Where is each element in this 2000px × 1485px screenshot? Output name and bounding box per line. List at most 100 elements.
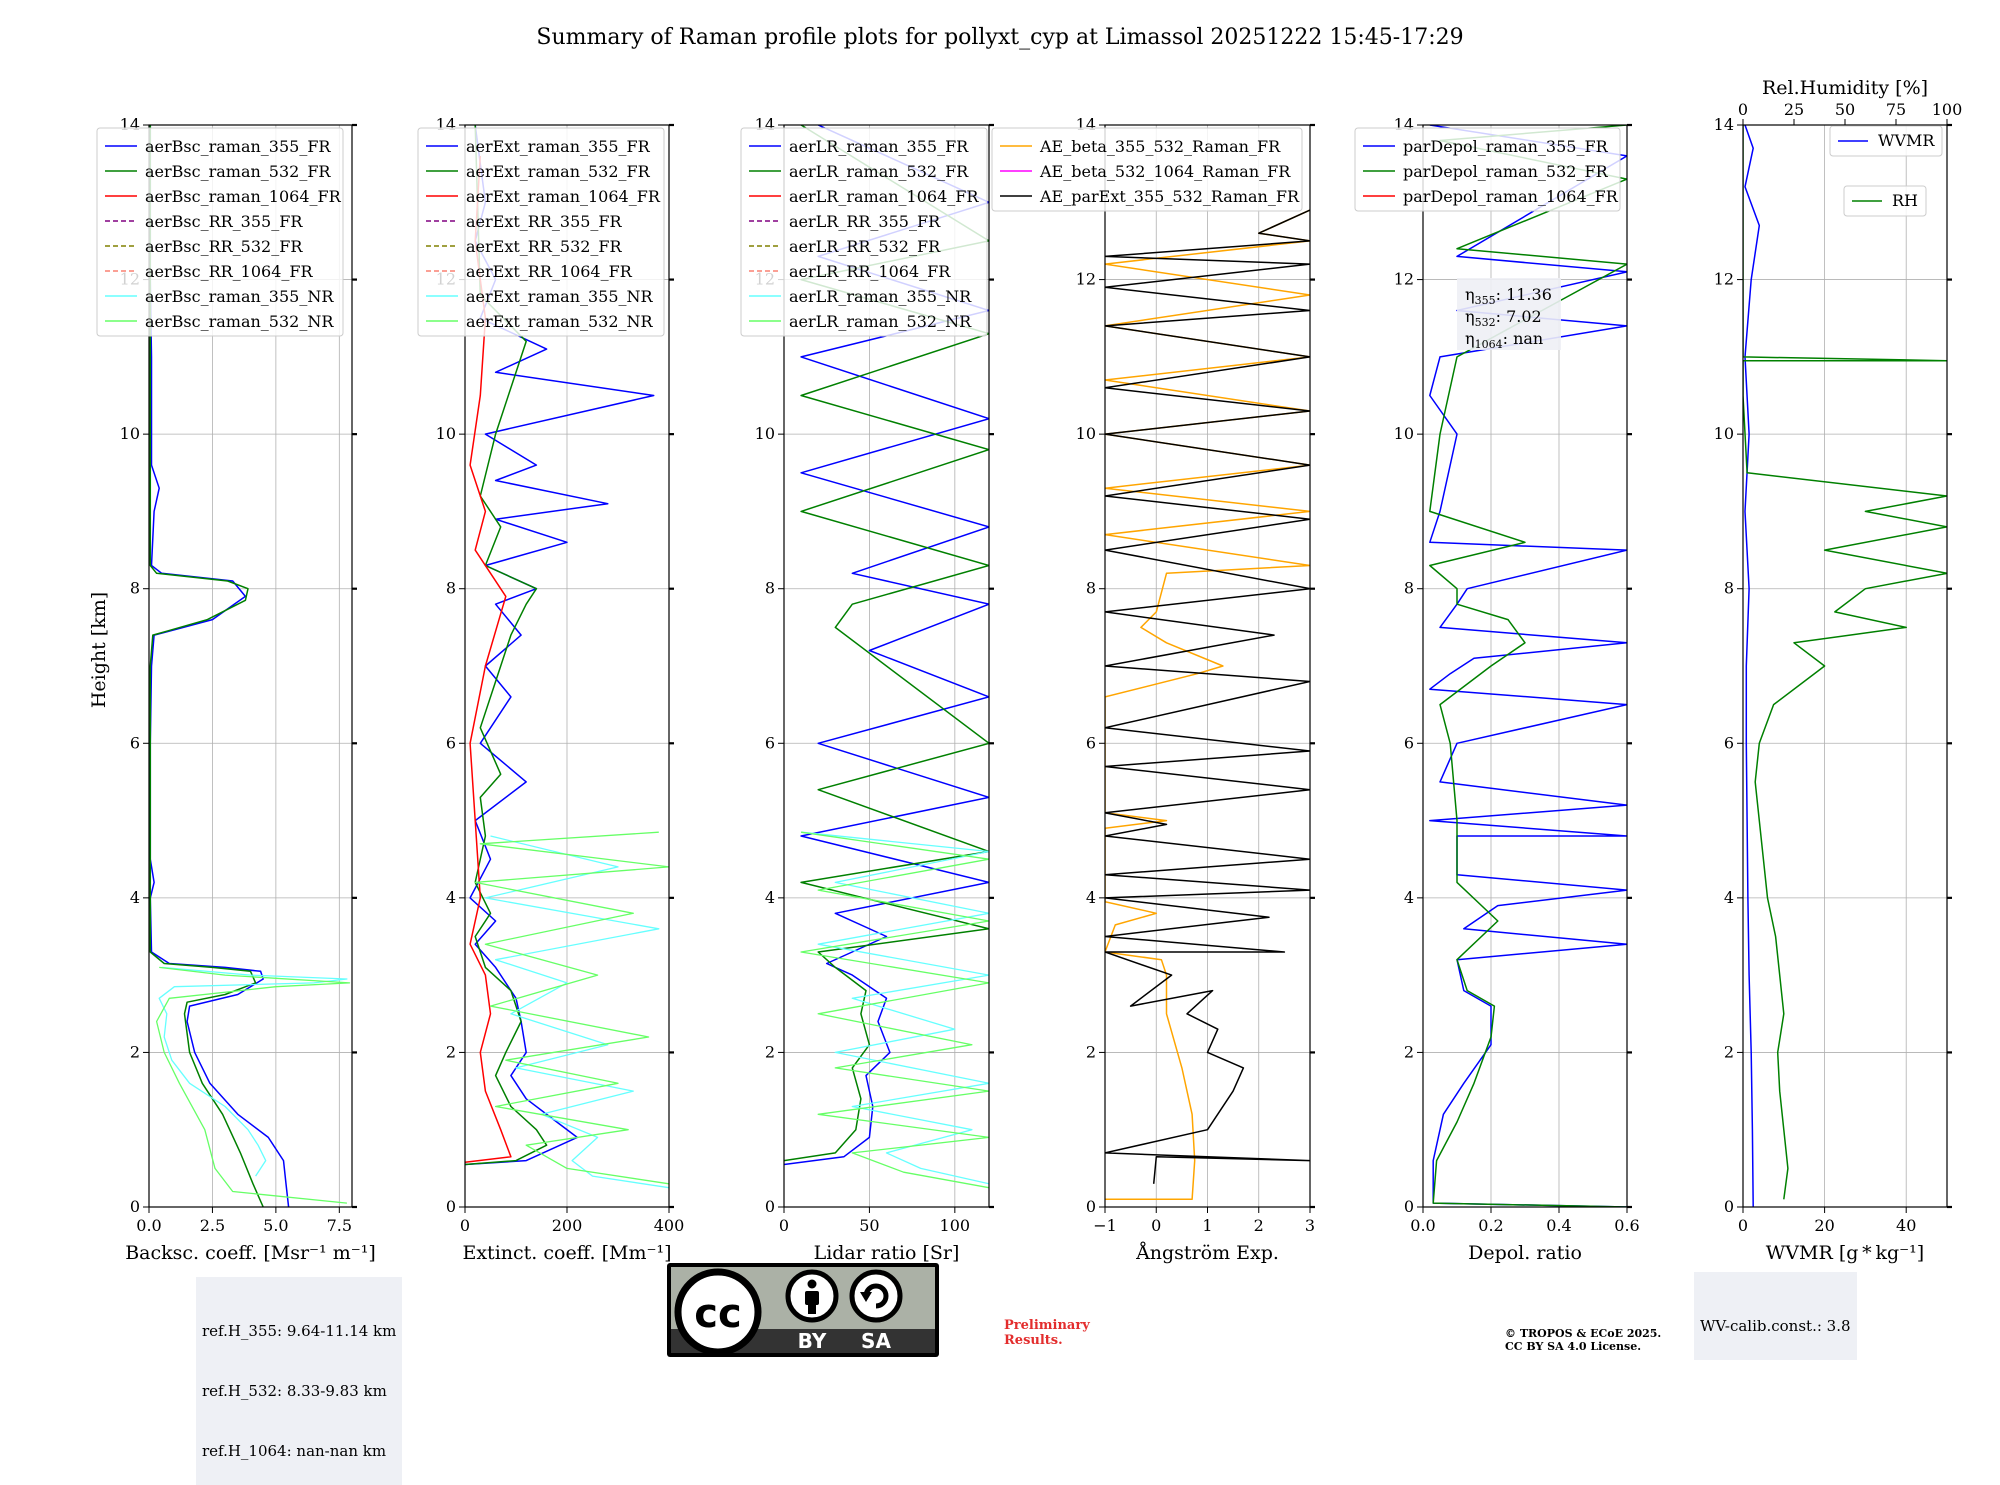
y-tick-label: 12 [1076, 270, 1096, 289]
legend-entry-label: aerBsc_raman_1064_FR [145, 187, 342, 206]
ref-height-532: ref.H_532: 8.33-9.83 km [202, 1382, 387, 1400]
series-line-aerLR_raman_532_NR [800, 831, 989, 1189]
y-tick-label: 8 [1404, 579, 1414, 598]
by-label: BY [798, 1329, 827, 1353]
legend-entry-label: aerBsc_raman_532_FR [145, 162, 331, 181]
copyright-note: © TROPOS & ECoE 2025. CC BY SA 4.0 Licen… [1505, 1327, 1661, 1353]
legend-entry-label: aerBsc_raman_355_FR [145, 137, 331, 156]
wv-calib-box: WV-calib.const.: 3.8 [1694, 1272, 1857, 1360]
panels: 0.02.55.07.502468101214Backsc. coeff. [M… [96, 77, 1962, 1264]
x-tick-label: 0.6 [1614, 1216, 1639, 1235]
x-axis-label: Extinct. coeff. [Mm⁻¹] [462, 1242, 671, 1264]
x-tick-label: 0.0 [1410, 1216, 1435, 1235]
legend-box [417, 127, 665, 337]
legend-box [1829, 125, 1943, 157]
legend: aerLR_raman_355_FR aerLR_raman_532_FR aerL… [740, 127, 988, 337]
legend-entry-label: AE_beta_532_1064_Raman_FR [1039, 162, 1291, 181]
legend-entry-label: aerBsc_RR_1064_FR [145, 262, 314, 281]
x-tick-label: 2.5 [200, 1216, 225, 1235]
x-tick-label: 0 [1738, 1216, 1748, 1235]
x-tick-label: 2 [1254, 1216, 1264, 1235]
legend-entry-label: aerBsc_raman_532_NR [145, 312, 334, 331]
x-tick-label: 100 [940, 1216, 971, 1235]
legend-entry-label: aerBsc_raman_355_NR [145, 287, 334, 306]
legend-entry-label: parDepol_raman_532_FR [1403, 162, 1609, 181]
series-line-aerExt_raman_532_NR [474, 831, 669, 1185]
series-group [1743, 125, 1947, 1207]
y-tick-label: 6 [1404, 733, 1414, 752]
y-tick-label: 12 [1394, 270, 1414, 289]
eta-value: η355: 11.36 [1465, 285, 1552, 307]
y-tick-label: 10 [755, 424, 775, 443]
legend-entry-label: parDepol_raman_1064_FR [1403, 187, 1619, 206]
legend-entry-label: AE_beta_355_532_Raman_FR [1039, 137, 1281, 156]
y-tick-label: 10 [436, 424, 456, 443]
legend-entry-label: aerExt_raman_1064_FR [466, 187, 661, 206]
y-tick-label: 10 [1394, 424, 1414, 443]
y-tick-label: 4 [130, 888, 140, 907]
legend-entry-label: aerLR_raman_1064_FR [789, 187, 979, 206]
figure-canvas: Summary of Raman profile plots for polly… [88, 25, 1962, 1264]
y-tick-label: 12 [1714, 270, 1734, 289]
top-x-tick-label: 50 [1835, 100, 1855, 119]
legend-entry-label: aerExt_raman_532_FR [466, 162, 651, 181]
x-tick-label: −1 [1093, 1216, 1117, 1235]
legend: parDepol_raman_355_FR parDepol_raman_532_… [1354, 127, 1621, 212]
panel-lidar-ratio: 05010002468101214Lidar ratio [Sr]aerLR_r… [740, 115, 994, 1264]
panel-extinction: 020040002468101214Extinct. coeff. [Mm⁻¹]… [417, 115, 684, 1264]
axes-frame [1422, 124, 1628, 1208]
x-tick-label: 200 [552, 1216, 583, 1235]
y-tick-label: 6 [1724, 733, 1734, 752]
legend-entry-label: RH [1892, 191, 1918, 210]
y-tick-label: 4 [1724, 888, 1734, 907]
person-head [807, 1279, 817, 1289]
series-line-aerBsc_raman_355_NR [158, 966, 348, 1177]
series-group [149, 125, 351, 1207]
series-line-RH [1743, 125, 1947, 1200]
figure-title: Summary of Raman profile plots for polly… [536, 25, 1463, 50]
copyright-line-1: © TROPOS & ECoE 2025. [1505, 1327, 1662, 1340]
series-line-aerBsc_raman_355_FR [149, 125, 290, 1207]
eta-box [1457, 278, 1561, 350]
legend-entry-label: aerLR_RR_532_FR [789, 237, 941, 256]
legend: AE_beta_355_532_Raman_FR AE_beta_532_1064… [991, 127, 1303, 212]
series-line-aerLR_raman_355_NR [801, 831, 989, 1185]
x-tick-label: 0.2 [1478, 1216, 1503, 1235]
y-tick-label: 0 [1086, 1197, 1096, 1216]
preliminary-note: Preliminary Results. [1004, 1318, 1090, 1348]
y-tick-label: 6 [1086, 733, 1096, 752]
series-line-aerBsc_raman_532_NR [155, 966, 351, 1204]
legend-box [1843, 185, 1927, 217]
series-line-aerLR_raman_532_FR [784, 125, 989, 1162]
legend-entry-label: aerExt_RR_355_FR [466, 212, 623, 231]
y-tick-label: 0 [446, 1197, 456, 1216]
cc-letters: cc [694, 1291, 741, 1337]
ref-height-1064: ref.H_1064: nan-nan km [202, 1442, 387, 1460]
series-line-aerLR_raman_355_FR [784, 125, 989, 1166]
series-line-WVMR [1744, 125, 1761, 1207]
x-tick-label: 3 [1305, 1216, 1315, 1235]
y-tick-label: 0 [765, 1197, 775, 1216]
top-x-tick-label: 75 [1886, 100, 1906, 119]
axes-frame [783, 124, 990, 1208]
legend-entry-label: aerExt_raman_532_NR [466, 312, 654, 331]
series-line-aerExt_raman_1064_FR [465, 155, 512, 1163]
axes-frame [148, 124, 353, 1208]
preliminary-line-1: Preliminary [1004, 1318, 1090, 1333]
y-tick-label: 0 [1404, 1197, 1414, 1216]
legend-entry-label: aerLR_RR_355_FR [789, 212, 941, 231]
y-tick-label: 14 [1714, 115, 1734, 134]
y-tick-label: 2 [1404, 1042, 1414, 1061]
y-tick-label: 2 [1724, 1042, 1734, 1061]
x-tick-label: 0.0 [136, 1216, 161, 1235]
series-group [465, 125, 669, 1189]
series-line-aerExt_raman_532_FR [465, 125, 548, 1166]
y-tick-label: 2 [1086, 1042, 1096, 1061]
series-line-AE_parExt_355_532_Raman_FR [1105, 209, 1310, 1184]
series-group [1105, 209, 1310, 1201]
person-legs [808, 1304, 816, 1314]
top-x-tick-label: 25 [1784, 100, 1804, 119]
x-axis-label: Depol. ratio [1468, 1242, 1582, 1264]
